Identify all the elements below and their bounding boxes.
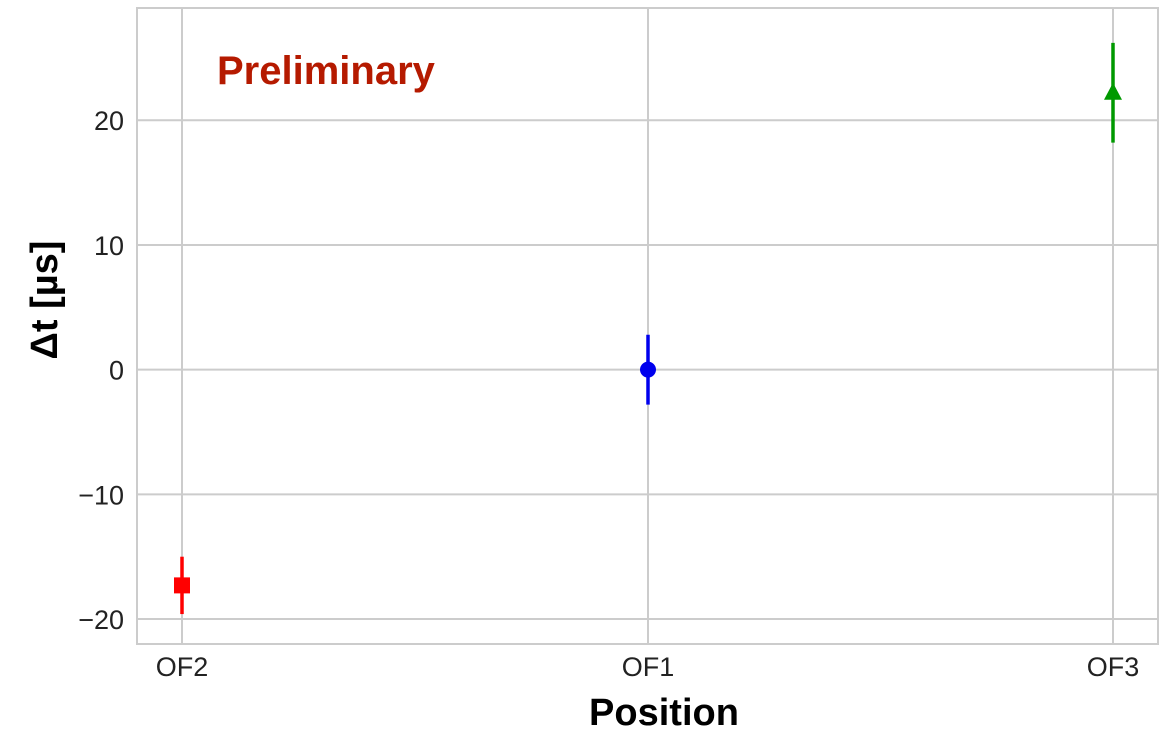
point-of1 [640, 361, 656, 378]
y-tick-label: −10 [78, 480, 124, 510]
y-tick-label: 20 [94, 106, 124, 136]
preliminary-annotation: Preliminary [217, 49, 436, 93]
y-tick-label: 0 [109, 356, 124, 386]
point-of3 [1104, 82, 1122, 100]
x-tick-label: OF2 [156, 652, 209, 682]
y-tick-labels: −20 −10 0 10 20 [78, 106, 124, 635]
x-axis-title: Position [589, 692, 739, 731]
grid [137, 8, 1158, 644]
y-axis-title: Δt [µs] [24, 241, 66, 360]
plot-frame [136, 7, 1159, 645]
point-of2 [174, 577, 190, 594]
y-tick-label: 10 [94, 231, 124, 261]
x-tick-label: OF1 [622, 652, 675, 682]
data-points [174, 42, 1122, 615]
x-tick-labels: OF2 OF1 OF3 [156, 652, 1140, 682]
y-tick-label: −20 [78, 605, 124, 635]
x-tick-label: OF3 [1087, 652, 1140, 682]
